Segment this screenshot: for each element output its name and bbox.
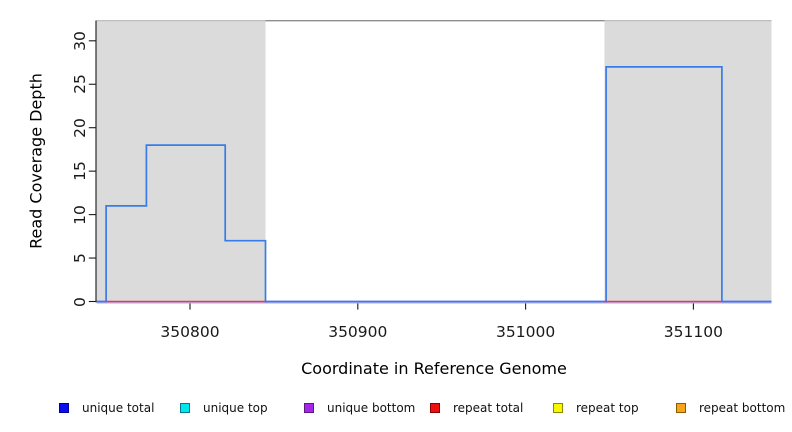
legend-label: unique total: [82, 401, 155, 415]
x-tick-label: 350800: [160, 323, 220, 341]
y-axis-title: Read Coverage Depth: [26, 73, 46, 249]
legend-item-unique-total: unique total: [59, 400, 154, 416]
x-tick-label: 351100: [663, 323, 723, 341]
legend-label: repeat bottom: [699, 401, 786, 415]
legend-item-unique-top: unique top: [180, 400, 268, 416]
y-tick-label: 25: [71, 74, 89, 95]
legend-label: unique bottom: [327, 401, 416, 415]
repeat-bottom-swatch-icon: [676, 403, 686, 413]
repeat-region-shading: [604, 20, 772, 304]
legend-label: repeat total: [453, 401, 524, 415]
legend-item-repeat-top: repeat top: [553, 400, 639, 416]
legend-item-repeat-total: repeat total: [430, 400, 523, 416]
x-tick-label: 351000: [496, 323, 556, 341]
y-tick-label: 30: [71, 30, 89, 51]
y-tick-label: 20: [71, 117, 89, 138]
legend-item-unique-bottom: unique bottom: [304, 400, 415, 416]
y-tick-label: 0: [71, 296, 89, 307]
legend-label: unique top: [203, 401, 268, 415]
unique-top-swatch-icon: [180, 403, 190, 413]
repeat-total-swatch-icon: [430, 403, 440, 413]
y-tick-label: 5: [71, 253, 89, 264]
repeat-region-shading: [96, 20, 266, 304]
unique-total-swatch-icon: [59, 403, 69, 413]
legend-label: repeat top: [576, 401, 639, 415]
coverage-step-line: [96, 66, 772, 303]
repeat-top-swatch-icon: [553, 403, 563, 413]
legend-item-repeat-bottom: repeat bottom: [676, 400, 785, 416]
y-tick-label: 15: [71, 161, 89, 182]
x-tick-label: 350900: [328, 323, 388, 341]
unique-bottom-swatch-icon: [304, 403, 314, 413]
y-tick-label: 10: [71, 204, 89, 225]
x-axis-title: Coordinate in Reference Genome: [301, 359, 567, 378]
